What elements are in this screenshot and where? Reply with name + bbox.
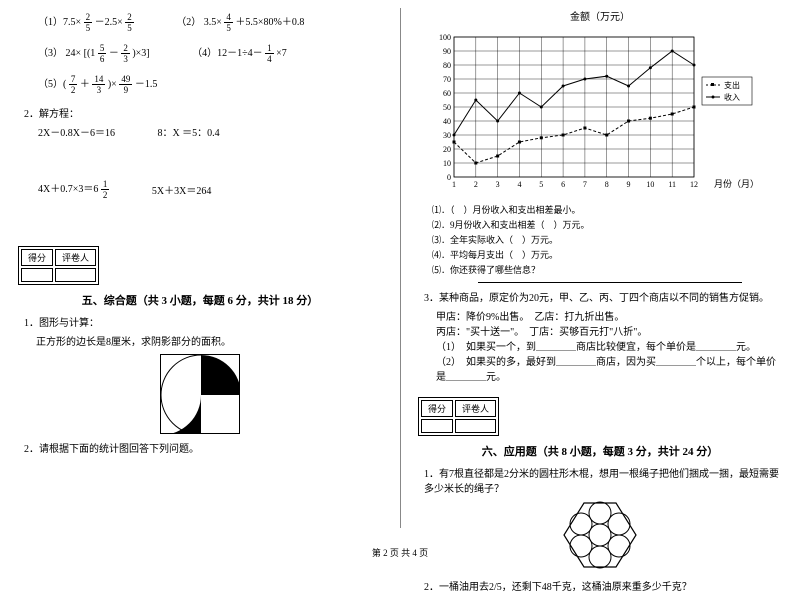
eq-5: （5）( 72 ＋ 143 )× 499 －1.5 xyxy=(38,74,157,95)
fraction: 23 xyxy=(121,43,130,64)
eq-text: －1.5 xyxy=(135,79,158,90)
solve-label: 2．解方程： xyxy=(24,105,382,120)
q3-b: 丙店："买十送一"。 丁店：买够百元打"八折"。 xyxy=(436,323,782,338)
fraction: 499 xyxy=(119,74,132,95)
solve-a: 2X－0.8X－6＝16 xyxy=(38,124,115,139)
svg-text:10: 10 xyxy=(646,180,654,189)
svg-text:9: 9 xyxy=(627,180,631,189)
grader-label: 评卷人 xyxy=(55,249,96,266)
chart-questions: ⑴．（ ）月份收入和支出相差最小。 ⑵．9月份收入和支出相差（ ）万元。 ⑶．全… xyxy=(418,203,782,283)
q5-1: 1．图形与计算： xyxy=(24,314,382,329)
eq-text: （1）7.5× xyxy=(38,17,81,28)
svg-text:40: 40 xyxy=(443,117,451,126)
section-6-title: 六、应用题（共 8 小题，每题 3 分，共计 24 分） xyxy=(418,443,782,459)
solve-c: 4X＋0.7×3＝6 12 xyxy=(38,179,109,200)
fraction: 72 xyxy=(69,74,78,95)
stat-q3: ⑶．全年实际收入（ ）万元。 xyxy=(432,233,782,246)
svg-text:5: 5 xyxy=(539,180,543,189)
svg-text:12: 12 xyxy=(690,180,698,189)
stat-q1: ⑴．（ ）月份收入和支出相差最小。 xyxy=(432,203,782,216)
eq-text: （2） 3.5× xyxy=(176,17,222,28)
svg-text:6: 6 xyxy=(561,180,565,189)
q3-2: （2） 如果买的多，最好到＿＿＿＿商店，因为买＿＿＿＿个以上，每个单价是＿＿＿＿… xyxy=(436,353,782,383)
eq-text: （5）( xyxy=(38,79,66,90)
eq-text: ＋ xyxy=(80,79,90,90)
eq-text: ＋5.5×80%＋0.8 xyxy=(235,17,304,28)
svg-text:90: 90 xyxy=(443,47,451,56)
equation-row-3: （5）( 72 ＋ 143 )× 499 －1.5 xyxy=(38,74,382,95)
chart-svg: 1009080706050403020100123456789101112支出收… xyxy=(428,27,758,192)
svg-text:30: 30 xyxy=(443,131,451,140)
right-column: 金额（万元） 100908070605040302010012345678910… xyxy=(400,0,800,540)
stat-q2: ⑵．9月份收入和支出相差（ ）万元。 xyxy=(432,218,782,231)
eq-4: （4）12－1÷4－ 14 ×7 xyxy=(192,43,287,64)
svg-text:60: 60 xyxy=(443,89,451,98)
svg-text:70: 70 xyxy=(443,75,451,84)
page-footer: 第 2 页 共 4 页 xyxy=(0,546,800,559)
svg-text:50: 50 xyxy=(443,103,451,112)
fraction: 143 xyxy=(92,74,105,95)
svg-text:100: 100 xyxy=(439,33,451,42)
equation-row-2: （3） 24× [(1 56 － 23 )×3] （4）12－1÷4－ 14 ×… xyxy=(38,43,382,64)
fraction: 25 xyxy=(84,12,93,33)
solve-d: 5X＋3X＝264 xyxy=(152,182,211,197)
eq-text: [(1 xyxy=(84,48,96,59)
svg-text:1: 1 xyxy=(452,180,456,189)
chart-y-title: 金额（万元） xyxy=(418,8,782,23)
svg-text:8: 8 xyxy=(605,180,609,189)
left-column: （1）7.5× 25 －2.5× 25 （2） 3.5× 45 ＋5.5×80%… xyxy=(0,0,400,540)
svg-text:20: 20 xyxy=(443,145,451,154)
eq-text: （3） 24× xyxy=(38,48,81,59)
svg-text:月份（月）: 月份（月） xyxy=(714,178,758,189)
eq-text: )× xyxy=(108,79,117,90)
svg-text:收入: 收入 xyxy=(724,92,740,102)
q6-2: 2．一桶油用去2/5，还剩下48千克，这桶油原来重多少千克？ xyxy=(424,578,782,593)
eq-1: （1）7.5× 25 －2.5× 25 xyxy=(38,12,134,33)
section-5-title: 五、综合题（共 3 小题，每题 6 分，共计 18 分） xyxy=(18,292,382,308)
eq-text: ×7 xyxy=(276,48,287,59)
q6-1: 1．有7根直径都是2分米的圆柱形木棍，想用一根绳子把他们捆成一捆，最短需要多少米… xyxy=(424,465,782,495)
eq-text: －2.5× xyxy=(95,17,123,28)
q5-1-sub: 正方形的边长是8厘米，求阴影部分的面积。 xyxy=(36,333,382,348)
solve-b: 8：X ＝5：0.4 xyxy=(157,124,219,139)
stat-q5: ⑸．你还获得了哪些信息？ xyxy=(432,263,782,276)
circles-figure xyxy=(418,499,782,574)
eq-text: )×3] xyxy=(132,48,149,59)
score-table-2: 得分 评卷人 xyxy=(418,397,499,436)
eq-2: （2） 3.5× 45 ＋5.5×80%＋0.8 xyxy=(176,12,304,33)
q5-2: 2．请根据下面的统计图回答下列问题。 xyxy=(24,440,382,455)
fraction: 45 xyxy=(224,12,233,33)
eq-text: 4X＋0.7×3＝6 xyxy=(38,184,98,195)
svg-text:10: 10 xyxy=(443,159,451,168)
svg-text:4: 4 xyxy=(517,180,521,189)
score-table: 得分 评卷人 xyxy=(18,246,99,285)
svg-text:7: 7 xyxy=(583,180,587,189)
svg-text:11: 11 xyxy=(668,180,676,189)
q3: 3．某种商品，原定价为20元，甲、乙、丙、丁四个商店以不同的销售方促销。 xyxy=(424,289,782,304)
fraction: 14 xyxy=(265,43,274,64)
equation-row-1: （1）7.5× 25 －2.5× 25 （2） 3.5× 45 ＋5.5×80%… xyxy=(38,12,382,33)
fraction: 12 xyxy=(101,179,110,200)
eq-text: － xyxy=(109,48,119,59)
svg-text:3: 3 xyxy=(496,180,500,189)
svg-text:2: 2 xyxy=(474,180,478,189)
stat-q4: ⑷．平均每月支出（ ）万元。 xyxy=(432,248,782,261)
solve-row-2: 4X＋0.7×3＝6 12 5X＋3X＝264 xyxy=(38,179,382,200)
grader-label: 评卷人 xyxy=(455,400,496,417)
solve-row-1: 2X－0.8X－6＝16 8：X ＝5：0.4 xyxy=(38,124,382,139)
q3-a: 甲店：降价9%出售。 乙店：打九折出售。 xyxy=(436,308,782,323)
fraction: 56 xyxy=(98,43,107,64)
score-label: 得分 xyxy=(21,249,53,266)
fraction: 25 xyxy=(125,12,134,33)
svg-text:80: 80 xyxy=(443,61,451,70)
eq-text: （4）12－1÷4－ xyxy=(192,48,263,59)
score-label: 得分 xyxy=(421,400,453,417)
q3-1: （1） 如果买一个，到＿＿＿＿商店比较便宜，每个单价是＿＿＿＿元。 xyxy=(436,338,782,353)
line-chart: 1009080706050403020100123456789101112支出收… xyxy=(428,27,782,195)
svg-text:支出: 支出 xyxy=(724,80,740,90)
svg-text:0: 0 xyxy=(447,173,451,182)
shaded-figure xyxy=(160,354,240,434)
eq-3: （3） 24× [(1 56 － 23 )×3] xyxy=(38,43,150,64)
